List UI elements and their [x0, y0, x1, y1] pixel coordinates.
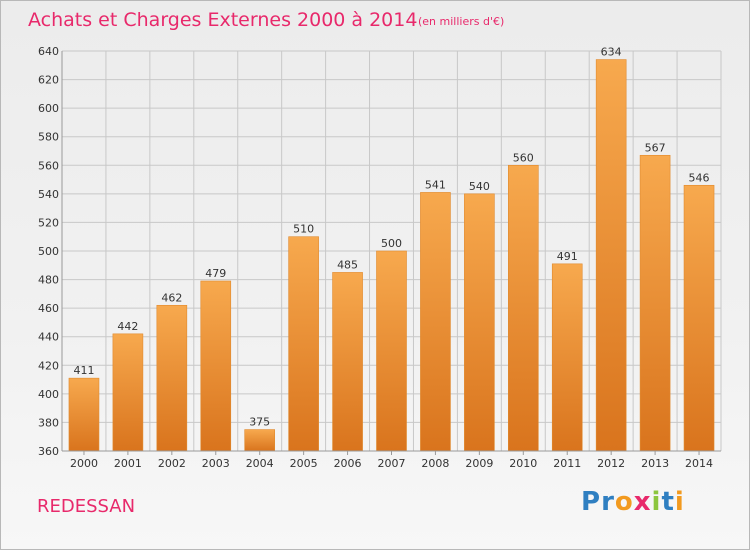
- x-tick-label: 2013: [641, 457, 669, 470]
- y-tick-label: 400: [38, 388, 59, 401]
- bar-value-label: 540: [469, 180, 490, 193]
- proxiti-logo[interactable]: Proxiti: [581, 487, 685, 517]
- bar: [112, 333, 144, 452]
- x-tick-label: 2011: [553, 457, 581, 470]
- bar: [639, 154, 671, 452]
- bar-value-label: 634: [601, 46, 622, 59]
- bar-chart: 411 442 462 479 375 510 485 500 541 540 560 491 634 5…: [38, 45, 722, 470]
- y-tick-label: 620: [38, 74, 59, 87]
- bar-value-label: 462: [161, 291, 182, 304]
- x-tick-label: 2003: [202, 457, 230, 470]
- y-tick-label: 480: [38, 274, 59, 287]
- bar-value-label: 510: [293, 223, 314, 236]
- bar: [507, 164, 539, 452]
- bar: [156, 304, 188, 452]
- bar: [288, 236, 319, 452]
- bar: [332, 272, 363, 452]
- x-tick-label: 2009: [465, 457, 493, 470]
- chart-title: Achats et Charges Externes 2000 à 2014: [28, 9, 418, 31]
- bar-value-label: 485: [337, 258, 358, 271]
- bar-value-label: 546: [689, 171, 710, 184]
- logo-letter: i: [651, 487, 662, 517]
- y-tick-label: 440: [38, 331, 59, 344]
- logo-letter: o: [614, 487, 634, 517]
- bar-value-label: 500: [381, 237, 402, 250]
- bar-value-label: 560: [513, 151, 534, 164]
- y-tick-label: 640: [38, 45, 59, 58]
- bar: [200, 280, 232, 452]
- x-tick-label: 2010: [509, 457, 537, 470]
- bar: [683, 184, 715, 452]
- bar-value-label: 479: [205, 267, 226, 280]
- logo-letter: P: [581, 487, 602, 517]
- bar-value-label: 375: [249, 416, 270, 429]
- x-tick-label: 2014: [685, 457, 713, 470]
- x-tick-label: 2001: [114, 457, 142, 470]
- x-tick-label: 2008: [421, 457, 449, 470]
- bar-value-label: 491: [557, 250, 578, 263]
- y-tick-label: 600: [38, 102, 59, 115]
- y-tick-label: 540: [38, 188, 59, 201]
- bar: [244, 429, 275, 452]
- bar: [376, 250, 407, 452]
- x-tick-label: 2002: [158, 457, 186, 470]
- x-tick-label: 2004: [246, 457, 274, 470]
- bar: [68, 377, 100, 452]
- y-tick-label: 520: [38, 216, 59, 229]
- bar-value-label: 411: [73, 364, 94, 377]
- bar: [551, 263, 583, 452]
- x-tick-label: 2006: [334, 457, 362, 470]
- x-tick-label: 2000: [70, 457, 98, 470]
- y-tick-label: 500: [38, 245, 59, 258]
- x-tick-label: 2007: [378, 457, 406, 470]
- bar: [595, 59, 627, 452]
- logo-letter: i: [674, 487, 685, 517]
- logo-letter: r: [601, 487, 615, 517]
- x-tick-label: 2005: [290, 457, 318, 470]
- bar-value-label: 567: [645, 141, 666, 154]
- y-tick-label: 360: [38, 445, 59, 458]
- chart-subtitle: (en milliers d'€): [418, 15, 505, 28]
- bar-value-label: 541: [425, 178, 446, 191]
- bar: [464, 193, 495, 452]
- bar: [420, 192, 451, 452]
- y-tick-label: 380: [38, 416, 59, 429]
- logo-letter: x: [633, 487, 652, 517]
- logo-letter: t: [661, 487, 675, 517]
- x-tick-label: 2012: [597, 457, 625, 470]
- y-tick-label: 560: [38, 159, 59, 172]
- y-tick-label: 420: [38, 359, 59, 372]
- commune-name: REDESSAN: [37, 496, 136, 517]
- bar-value-label: 442: [117, 320, 138, 333]
- y-tick-label: 580: [38, 131, 59, 144]
- y-tick-label: 460: [38, 302, 59, 315]
